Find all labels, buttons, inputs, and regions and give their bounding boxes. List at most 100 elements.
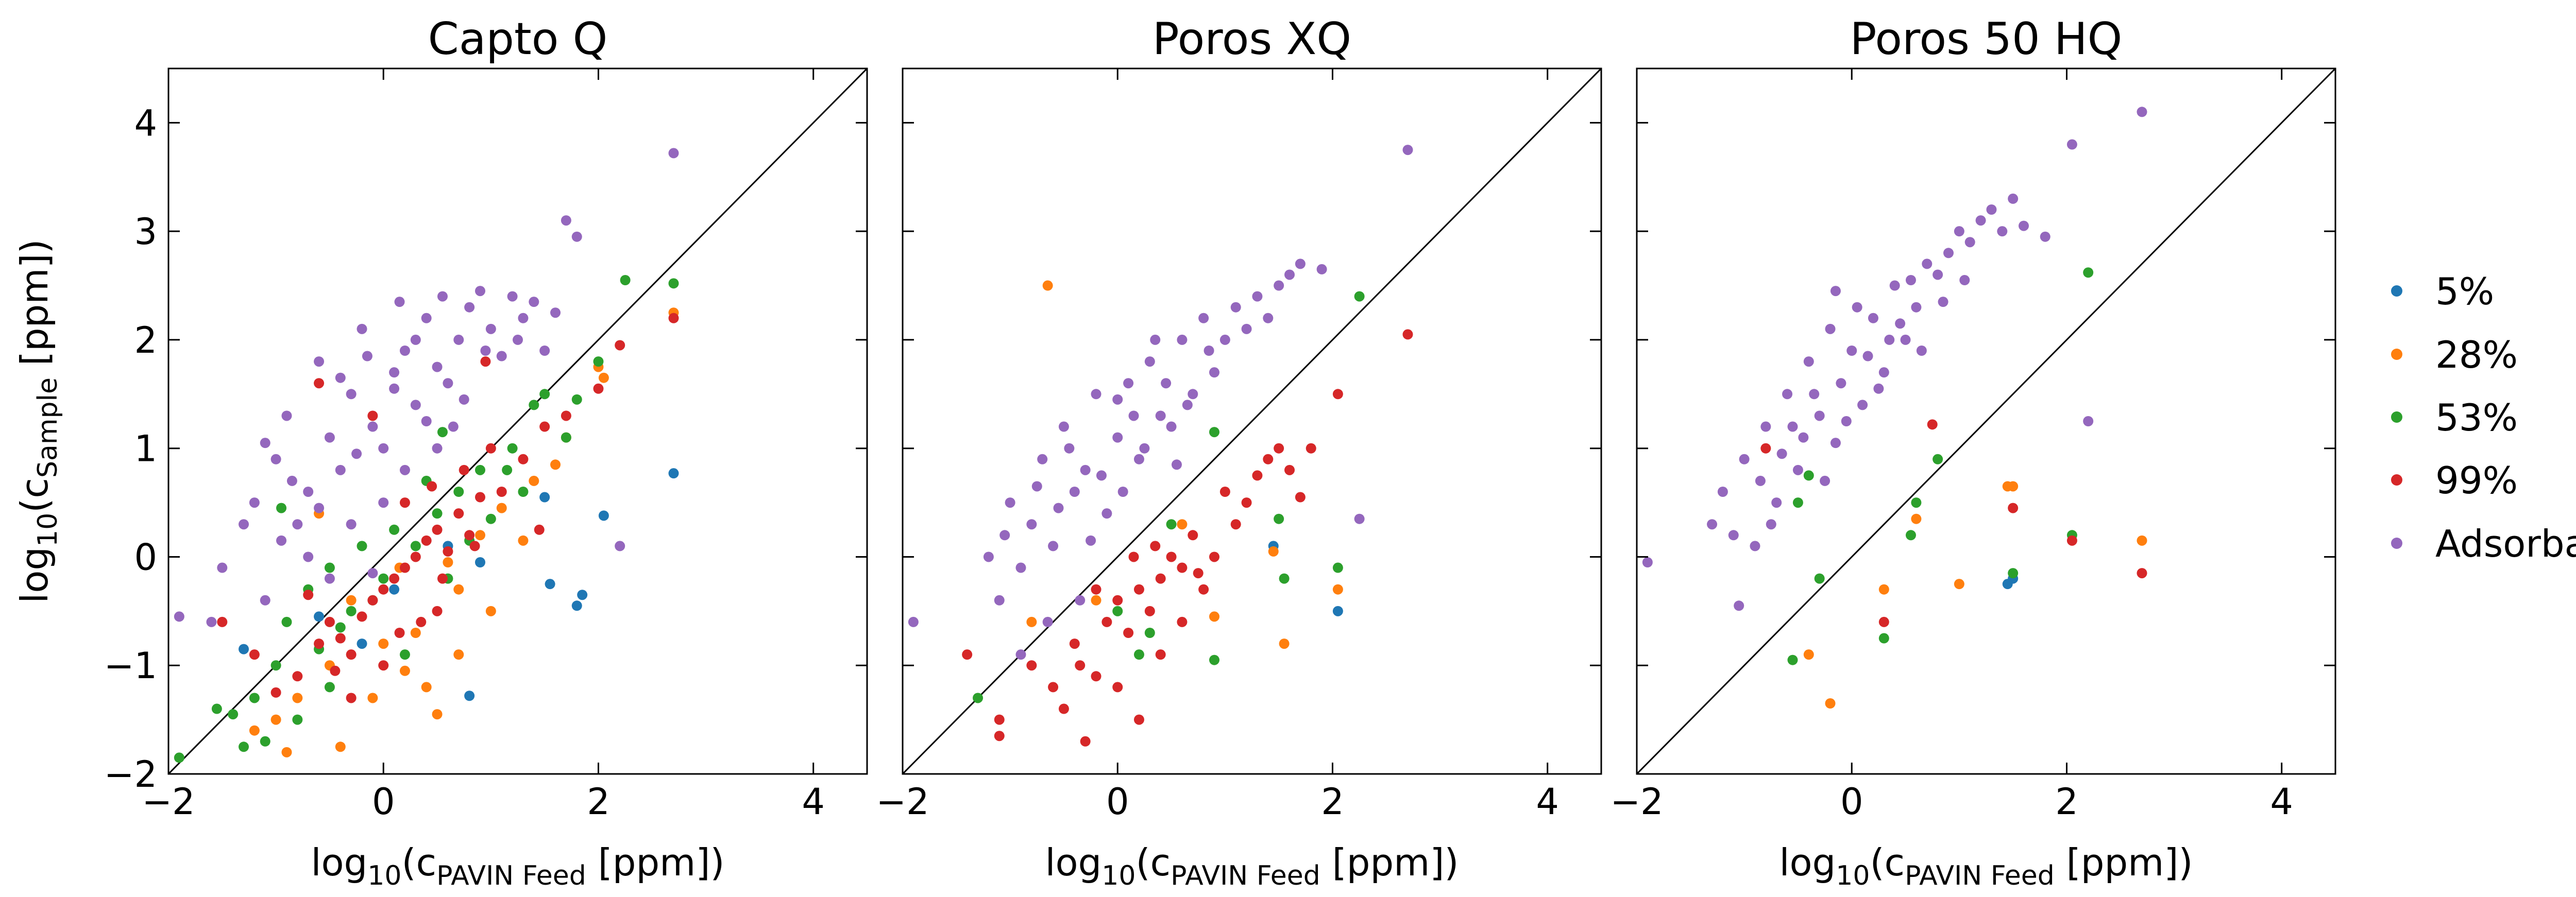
data-point — [1798, 432, 1809, 443]
legend-entry: 99% — [2391, 459, 2518, 502]
data-point — [174, 752, 184, 763]
data-point — [571, 231, 582, 242]
data-point — [239, 644, 249, 654]
data-point — [1884, 334, 1895, 345]
data-point — [2008, 503, 2019, 513]
legend-marker — [2391, 411, 2402, 423]
data-point — [249, 693, 260, 703]
data-point — [260, 736, 270, 747]
series-99% — [1760, 419, 2147, 627]
legend-entry: Adsorbate — [2391, 522, 2576, 565]
data-point — [1166, 519, 1177, 530]
data-point — [1091, 671, 1101, 682]
data-point — [1080, 736, 1091, 747]
y-tick-label: 2 — [134, 319, 157, 361]
data-point — [206, 616, 217, 627]
data-point — [464, 530, 475, 541]
data-point — [453, 508, 464, 519]
panel-title: Poros 50 HQ — [1850, 13, 2123, 65]
data-point — [1209, 611, 1219, 622]
data-point — [346, 693, 357, 703]
data-point — [324, 573, 335, 584]
data-point — [346, 606, 357, 616]
y-tick-label: 3 — [134, 211, 157, 253]
data-point — [1075, 660, 1086, 671]
data-point — [1209, 367, 1219, 378]
data-point — [1911, 302, 1922, 313]
data-point — [1263, 313, 1274, 323]
data-point — [1878, 616, 1889, 627]
data-point — [1878, 633, 1889, 644]
data-point — [561, 215, 571, 226]
data-point — [330, 665, 341, 676]
data-point — [1058, 703, 1069, 714]
data-point — [1031, 481, 1042, 492]
data-point — [1792, 464, 1803, 475]
data-point — [539, 389, 550, 400]
data-point — [1209, 654, 1219, 665]
data-point — [577, 590, 588, 600]
series-5% — [239, 468, 679, 701]
data-point — [539, 421, 550, 432]
data-point — [399, 649, 410, 660]
data-point — [367, 421, 378, 432]
data-point — [1241, 323, 1252, 334]
data-point — [1037, 454, 1048, 464]
data-point — [217, 562, 228, 573]
data-point — [464, 302, 475, 313]
data-point — [351, 449, 362, 459]
data-point — [1792, 497, 1803, 508]
data-point — [1295, 258, 1306, 269]
data-point — [1354, 291, 1365, 302]
data-point — [1787, 421, 1798, 432]
data-point — [324, 562, 335, 573]
series-28% — [1803, 481, 2147, 709]
data-point — [357, 639, 367, 649]
data-point — [1734, 600, 1744, 611]
data-point — [571, 394, 582, 405]
x-tick-label: 2 — [587, 781, 610, 823]
series-Adsorbate — [174, 148, 679, 627]
data-point — [1274, 513, 1284, 524]
data-point — [1284, 464, 1295, 475]
data-point — [1230, 519, 1241, 530]
data-point — [432, 606, 443, 616]
panel-2: Poros XQ −2 0 2 4 log10(cPAVIN Feed [ppm]) — [876, 13, 1602, 891]
data-point — [410, 400, 421, 410]
y-tick-label: −1 — [104, 645, 157, 687]
data-point — [1112, 606, 1123, 616]
data-point — [539, 346, 550, 356]
data-point — [1766, 519, 1776, 530]
data-point — [474, 557, 485, 567]
data-point — [432, 443, 443, 454]
data-point — [1139, 443, 1150, 454]
data-point — [593, 383, 604, 394]
legend-label: Adsorbate — [2435, 522, 2576, 565]
data-point — [1316, 264, 1327, 274]
data-point — [389, 383, 400, 394]
data-point — [281, 410, 292, 421]
data-point — [539, 492, 550, 503]
x-tick-label: 4 — [802, 781, 825, 823]
series-Adsorbate — [1642, 107, 2147, 611]
data-point — [335, 372, 346, 383]
data-point — [453, 487, 464, 497]
data-point — [994, 731, 1005, 741]
data-point — [1042, 616, 1053, 627]
data-point — [973, 693, 984, 703]
data-point — [561, 432, 571, 443]
y-tick-label: 4 — [134, 102, 157, 144]
data-point — [668, 278, 679, 289]
data-point — [357, 323, 367, 334]
data-point — [1166, 551, 1177, 562]
data-point — [432, 508, 443, 519]
data-point — [324, 682, 335, 693]
data-point — [378, 660, 389, 671]
data-point — [668, 468, 679, 479]
identity-line — [168, 68, 867, 774]
data-point — [1954, 579, 1964, 590]
data-point — [1755, 475, 1766, 486]
data-point — [1852, 302, 1862, 313]
series-53% — [973, 291, 1365, 703]
data-point — [314, 503, 325, 513]
